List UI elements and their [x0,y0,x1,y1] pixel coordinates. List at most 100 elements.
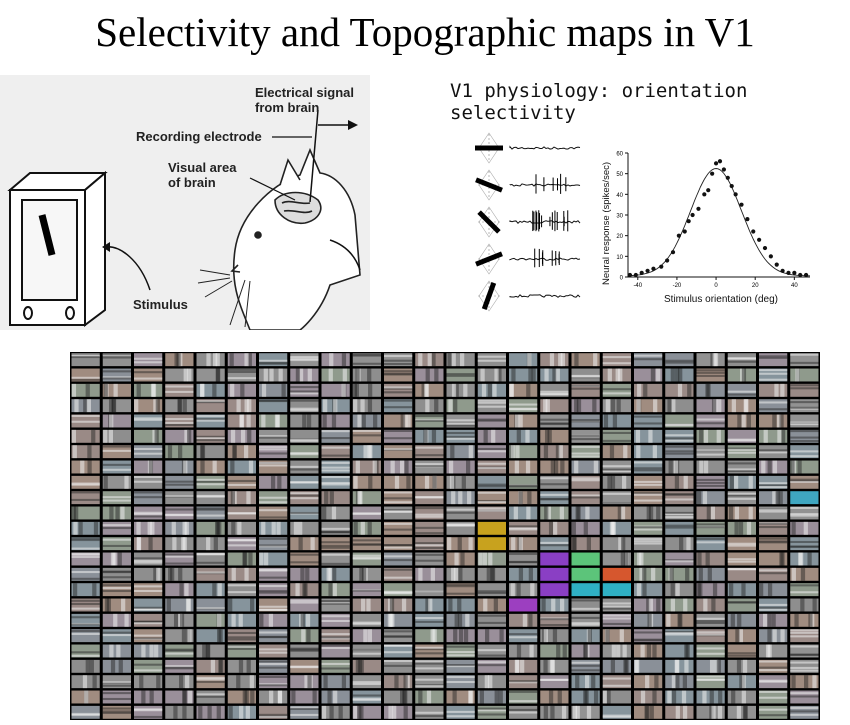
receptive-field-cell [540,521,569,535]
receptive-field-cell [509,644,538,658]
receptive-field-cell [102,583,131,597]
receptive-field-cell [634,613,663,627]
receptive-field-cell [290,629,319,643]
receptive-field-cell [446,399,475,413]
receptive-field-cell [634,399,663,413]
receptive-field-cell [477,506,506,520]
receptive-field-cell [352,445,381,459]
data-point [798,272,803,278]
data-point [762,245,768,251]
receptive-field-cell [415,690,444,704]
receptive-field-cell [477,521,506,535]
receptive-field-cell [509,598,538,612]
receptive-field-cell [352,598,381,612]
receptive-field-cell [196,598,225,612]
receptive-field-cell [321,613,350,627]
receptive-field-cell [259,429,288,443]
receptive-field-cell [259,583,288,597]
receptive-field-cell [227,583,256,597]
stimulus-trace-row [477,206,581,238]
receptive-field-cell [759,506,788,520]
receptive-field-cell [446,644,475,658]
receptive-field-cell [227,629,256,643]
receptive-field-cell [321,414,350,428]
receptive-field-cell [509,690,538,704]
receptive-field-cell [634,583,663,597]
receptive-field-cell [196,705,225,719]
receptive-field-cell [446,583,475,597]
stimulus-trace-row [478,280,581,312]
receptive-field-cell [790,414,819,428]
receptive-field-cell [71,368,100,382]
receptive-field-cell [290,368,319,382]
receptive-field-cell [696,629,725,643]
receptive-field-cell [290,537,319,551]
receptive-field-cell [352,491,381,505]
receptive-field-cell [415,675,444,689]
receptive-field-cell [227,675,256,689]
receptive-field-cell [71,414,100,428]
receptive-field-cell [71,353,100,367]
receptive-field-cell [540,399,569,413]
receptive-field-cell [602,429,631,443]
receptive-field-cell [571,460,600,474]
receptive-field-cell [665,368,694,382]
receptive-field-cell [509,613,538,627]
receptive-field-cell [446,414,475,428]
receptive-field-cell [446,429,475,443]
data-point [676,233,681,238]
electrical-signal-label: Electrical signal from brain [255,85,354,115]
receptive-field-cell [540,613,569,627]
y-tick-label: 40 [616,193,623,199]
receptive-field-cell [727,705,756,719]
receptive-field-cell [352,368,381,382]
receptive-field-cell [446,521,475,535]
receptive-field-cell [602,491,631,505]
receptive-field-cell [384,460,413,474]
receptive-field-cell [727,383,756,397]
data-point [780,268,785,273]
receptive-field-cell [759,521,788,535]
receptive-field-cell [227,383,256,397]
receptive-field-cell [665,353,694,367]
receptive-field-cell [602,552,631,566]
receptive-field-cell [477,690,506,704]
data-point [665,258,670,263]
receptive-field-cell [165,491,194,505]
receptive-field-cell [290,690,319,704]
receptive-field-cell [759,537,788,551]
receptive-field-cell [134,552,163,566]
receptive-field-cell [165,537,194,551]
receptive-field-cell [790,598,819,612]
receptive-field-cell [196,368,225,382]
receptive-field-cell [727,598,756,612]
receptive-field-cell [602,567,631,581]
receptive-field-cell [384,506,413,520]
receptive-field-cell [259,491,288,505]
receptive-field-cell [509,552,538,566]
receptive-field-cell [196,521,225,535]
receptive-field-cell [384,429,413,443]
receptive-field-cell [196,613,225,627]
receptive-field-cell [727,644,756,658]
receptive-field-cell [446,353,475,367]
receptive-field-cell [634,460,663,474]
receptive-field-cell [571,598,600,612]
spike-trace [509,257,581,261]
receptive-field-cell [790,460,819,474]
receptive-field-cell [602,705,631,719]
receptive-field-cell [102,675,131,689]
receptive-field-cell [165,445,194,459]
receptive-field-cell [384,659,413,673]
receptive-field-cell [384,414,413,428]
receptive-field-cell [134,414,163,428]
receptive-field-cell [477,445,506,459]
receptive-field-cell [321,475,350,489]
receptive-field-cell [446,659,475,673]
receptive-field-cell [477,598,506,612]
spike-trace [509,183,581,187]
receptive-field-cell [571,705,600,719]
data-point [696,206,701,211]
receptive-field-cell [790,491,819,505]
receptive-field-cell [446,475,475,489]
